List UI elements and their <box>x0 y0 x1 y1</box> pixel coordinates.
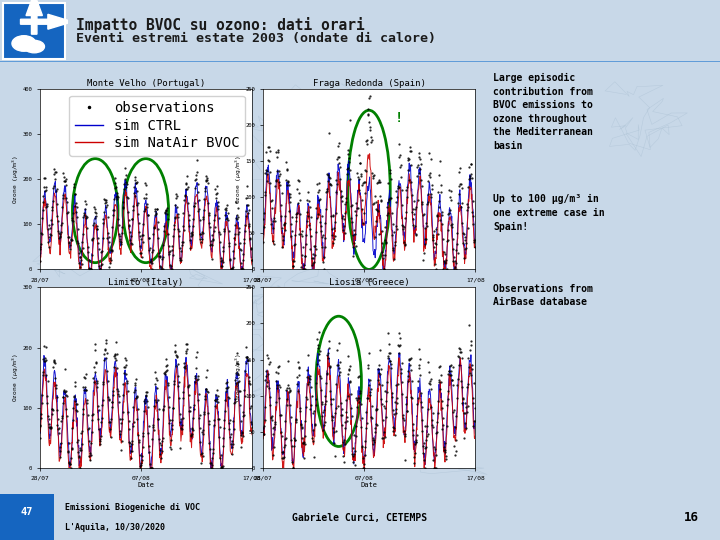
Bar <box>0 61 720 62</box>
Text: 16: 16 <box>684 511 698 524</box>
Bar <box>0 61 720 62</box>
Bar <box>0 61 720 62</box>
Bar <box>0 61 720 62</box>
Bar <box>0 61 720 62</box>
Bar <box>0 61 720 62</box>
X-axis label: Date: Date <box>361 482 377 488</box>
Bar <box>0 61 720 62</box>
Bar <box>0 61 720 62</box>
Bar <box>0 61 720 62</box>
Y-axis label: Ozone ($\mu$g/m$^3$): Ozone ($\mu$g/m$^3$) <box>234 353 244 402</box>
Bar <box>0 61 720 62</box>
Bar <box>0 61 720 62</box>
Text: !: ! <box>395 111 403 125</box>
Bar <box>0 61 720 62</box>
Bar <box>0 61 720 62</box>
Title: Fraga Redonda (Spain): Fraga Redonda (Spain) <box>312 79 426 88</box>
Bar <box>0 61 720 62</box>
Bar <box>0 61 720 62</box>
Bar <box>0 61 720 62</box>
Bar <box>0 61 720 62</box>
Bar <box>0 61 720 62</box>
X-axis label: Date: Date <box>138 482 154 488</box>
Bar <box>0 61 720 62</box>
Bar <box>0 61 720 62</box>
Bar <box>0 61 720 62</box>
Y-axis label: Ozone ($\mu$g/m$^3$): Ozone ($\mu$g/m$^3$) <box>234 154 244 204</box>
Text: L'Aquila, 10/30/2020: L'Aquila, 10/30/2020 <box>65 523 165 532</box>
Text: Observations from
AirBase database: Observations from AirBase database <box>493 284 593 307</box>
Bar <box>0 61 720 62</box>
Bar <box>0 61 720 62</box>
Bar <box>0 61 720 62</box>
Bar <box>0 61 720 62</box>
Y-axis label: Ozone ($\mu$g/m$^3$): Ozone ($\mu$g/m$^3$) <box>11 154 21 204</box>
Bar <box>0 61 720 62</box>
Bar <box>0 61 720 62</box>
Text: Impatto BVOC su ozono: dati orari: Impatto BVOC su ozono: dati orari <box>76 17 364 33</box>
Bar <box>0 61 720 62</box>
Bar <box>0 61 720 62</box>
FancyArrow shape <box>26 0 42 34</box>
Bar <box>0 61 720 62</box>
Bar <box>0 61 720 62</box>
Bar <box>0 61 720 62</box>
FancyArrow shape <box>20 14 73 29</box>
Text: Eventi estremi estate 2003 (ondate di calore): Eventi estremi estate 2003 (ondate di ca… <box>76 32 436 45</box>
Bar <box>0 61 720 62</box>
Bar <box>0 61 720 62</box>
Bar <box>0 61 720 62</box>
Bar <box>0 61 720 62</box>
Bar <box>0 61 720 62</box>
Text: Gabriele Curci, CETEMPS: Gabriele Curci, CETEMPS <box>292 513 428 523</box>
Bar <box>0 61 720 62</box>
Bar <box>0 61 720 62</box>
Bar <box>0 61 720 62</box>
Bar <box>0 61 720 62</box>
Bar <box>0 61 720 62</box>
Bar <box>0 61 720 62</box>
Bar <box>0 61 720 62</box>
Ellipse shape <box>12 36 36 51</box>
Bar <box>0 61 720 62</box>
Bar <box>0 61 720 62</box>
Bar <box>0 61 720 62</box>
Bar <box>0 61 720 62</box>
Bar <box>0 61 720 62</box>
Bar <box>0 61 720 62</box>
Bar <box>0 61 720 62</box>
Bar <box>0 61 720 62</box>
Text: Up to 100 μg/m³ in
one extreme case in
Spain!: Up to 100 μg/m³ in one extreme case in S… <box>493 194 605 232</box>
Bar <box>0 494 54 540</box>
Title: Limito (Italy): Limito (Italy) <box>108 278 184 287</box>
Legend: observations, sim CTRL, sim NatAir BVOC: observations, sim CTRL, sim NatAir BVOC <box>69 96 245 156</box>
Text: Large episodic
contribution from
BVOC emissions to
ozone throughout
the Mediterr: Large episodic contribution from BVOC em… <box>493 73 593 151</box>
Bar <box>0 61 720 62</box>
Bar <box>0 61 720 62</box>
Text: 47: 47 <box>20 507 33 517</box>
Bar <box>0 61 720 62</box>
Bar <box>0 61 720 62</box>
Bar <box>0 61 720 62</box>
Bar <box>0 61 720 62</box>
Bar <box>0 61 720 62</box>
Y-axis label: Ozone ($\mu$g/m$^3$): Ozone ($\mu$g/m$^3$) <box>11 353 21 402</box>
Bar <box>0 61 720 62</box>
Title: Liosia (Greece): Liosia (Greece) <box>329 278 409 287</box>
Bar <box>0 61 720 62</box>
Bar <box>0 61 720 62</box>
Bar <box>0 61 720 62</box>
Bar <box>0 61 720 62</box>
Bar <box>0 61 720 62</box>
Bar <box>0 61 720 62</box>
Bar <box>0 61 720 62</box>
Ellipse shape <box>24 40 45 53</box>
Bar <box>0 61 720 62</box>
Text: Emissioni Biogeniche di VOC: Emissioni Biogeniche di VOC <box>65 503 200 512</box>
Title: Monte Velho (Portugal): Monte Velho (Portugal) <box>86 79 205 88</box>
Bar <box>0 61 720 62</box>
